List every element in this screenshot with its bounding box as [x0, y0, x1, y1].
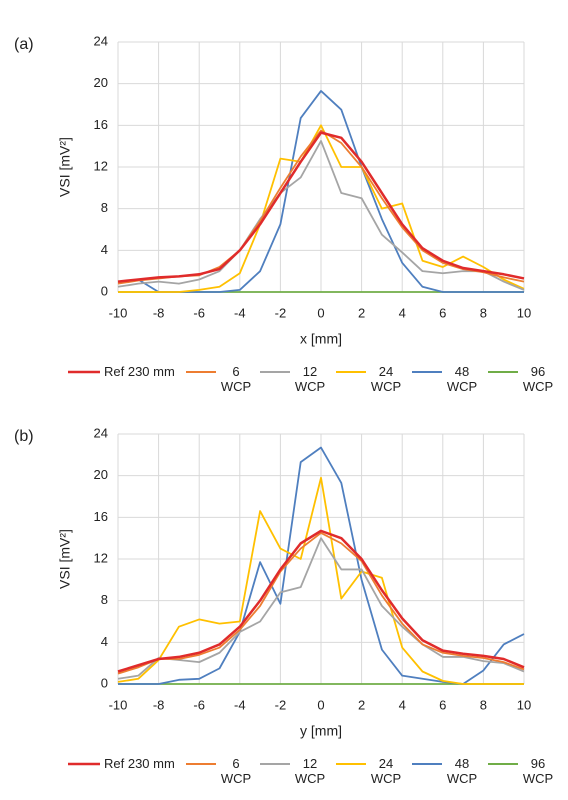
data-line — [117, 140, 525, 291]
legend-label: 96 WCP — [522, 364, 554, 394]
legend-label: 24 WCP — [370, 756, 402, 786]
data-line — [117, 476, 524, 685]
y-tick-label: 16 — [94, 117, 108, 132]
x-axis-label: x [mm] — [300, 331, 342, 347]
x-tick-label: -6 — [193, 305, 205, 320]
x-tick-label: 8 — [480, 305, 487, 320]
data-line — [117, 131, 525, 283]
x-tick-label: -4 — [234, 305, 246, 320]
y-tick-label: 0 — [101, 283, 108, 298]
x-tick-label: -8 — [153, 697, 165, 712]
x-tick-label: -10 — [109, 305, 128, 320]
legend-label: 6 WCP — [220, 364, 252, 394]
x-tick-label: -8 — [153, 305, 165, 320]
x-tick-label: 4 — [399, 697, 406, 712]
x-tick-label: 10 — [517, 697, 531, 712]
y-tick-label: 24 — [94, 33, 108, 48]
x-tick-label: 10 — [517, 305, 531, 320]
panel-label: (a) — [14, 36, 34, 53]
data-line — [117, 529, 525, 673]
x-tick-label: 0 — [317, 697, 324, 712]
data-line — [118, 124, 525, 293]
x-tick-label: 8 — [480, 697, 487, 712]
y-axis-label: VSI [mV²] — [57, 529, 73, 589]
x-tick-label: 2 — [358, 697, 365, 712]
x-tick-label: 6 — [439, 697, 446, 712]
legend-label: 48 WCP — [446, 756, 478, 786]
x-tick-label: -4 — [234, 697, 246, 712]
y-tick-label: 20 — [94, 467, 108, 482]
legend-label: 12 WCP — [294, 364, 326, 394]
x-tick-label: -2 — [275, 697, 287, 712]
legend-label: 12 WCP — [294, 756, 326, 786]
y-tick-label: 24 — [94, 425, 108, 440]
legend-label: 6 WCP — [220, 756, 252, 786]
y-tick-label: 20 — [94, 75, 108, 90]
x-tick-label: -10 — [109, 697, 128, 712]
y-tick-label: 8 — [101, 592, 108, 607]
y-tick-label: 4 — [101, 634, 108, 649]
x-axis-label: y [mm] — [300, 723, 342, 739]
data-line — [117, 537, 525, 680]
data-line — [117, 532, 525, 675]
x-tick-label: 2 — [358, 305, 365, 320]
panel-label: (b) — [14, 428, 34, 445]
legend-label: Ref 230 mm — [104, 756, 175, 771]
y-tick-label: 12 — [94, 550, 108, 565]
legend-label: 24 WCP — [370, 364, 402, 394]
x-tick-label: 0 — [317, 305, 324, 320]
legend-label: 96 WCP — [522, 756, 554, 786]
x-tick-label: 6 — [439, 305, 446, 320]
x-tick-label: 4 — [399, 305, 406, 320]
y-tick-label: 0 — [101, 675, 108, 690]
y-axis-label: VSI [mV²] — [57, 137, 73, 197]
x-tick-label: -6 — [193, 697, 205, 712]
x-tick-label: -2 — [275, 305, 287, 320]
legend-label: Ref 230 mm — [104, 364, 175, 379]
y-tick-label: 12 — [94, 158, 108, 173]
y-tick-label: 4 — [101, 242, 108, 257]
y-tick-label: 16 — [94, 509, 108, 524]
legend-label: 48 WCP — [446, 364, 478, 394]
y-tick-label: 8 — [101, 200, 108, 215]
